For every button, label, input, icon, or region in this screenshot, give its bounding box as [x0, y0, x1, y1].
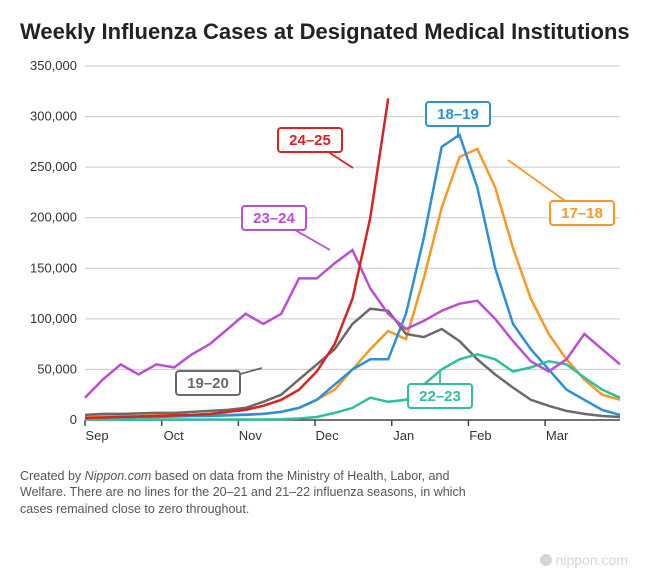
y-tick-label: 0 [70, 412, 77, 427]
x-tick-label: Feb [469, 428, 491, 443]
series-s18_19 [85, 134, 620, 417]
callout-text: 19–20 [187, 374, 229, 391]
y-tick-label: 300,000 [30, 108, 77, 123]
y-tick-label: 150,000 [30, 260, 77, 275]
chart-caption: Created by Nippon.com based on data from… [20, 468, 480, 519]
callout-text: 17–18 [561, 204, 603, 221]
y-tick-label: 50,000 [37, 361, 77, 376]
x-tick-label: Mar [546, 428, 569, 443]
watermark-dot-icon [540, 554, 552, 566]
line-chart: 0 50,000 100,000 150,000 200,000 250,000 300,0… [20, 58, 630, 458]
series-s17_18 [85, 148, 620, 416]
x-tick-label: Sep [85, 428, 108, 443]
caption-source: Nippon.com [85, 469, 152, 483]
callout-text: 18–19 [437, 105, 479, 122]
y-tick-label: 100,000 [30, 310, 77, 325]
y-tick-label: 200,000 [30, 209, 77, 224]
watermark-text: nippon.com [556, 552, 628, 568]
x-tick-label: Oct [164, 428, 185, 443]
y-tick-label: 350,000 [30, 58, 77, 73]
series-s19_20 [85, 308, 620, 416]
chart-title: Weekly Influenza Cases at Designated Med… [20, 18, 630, 46]
callout-text: 22–23 [419, 387, 461, 404]
callout-text: 23–24 [253, 209, 295, 226]
chart-canvas: 0 50,000 100,000 150,000 200,000 250,000 300,0… [20, 58, 630, 458]
caption-prefix: Created by [20, 469, 85, 483]
y-tick-label: 250,000 [30, 159, 77, 174]
x-tick-label: Nov [239, 428, 263, 443]
watermark: nippon.com [540, 552, 628, 568]
callout-text: 24–25 [289, 131, 331, 148]
series-s22_23 [85, 354, 620, 419]
x-tick-label: Dec [315, 428, 339, 443]
x-tick-label: Jan [393, 428, 414, 443]
